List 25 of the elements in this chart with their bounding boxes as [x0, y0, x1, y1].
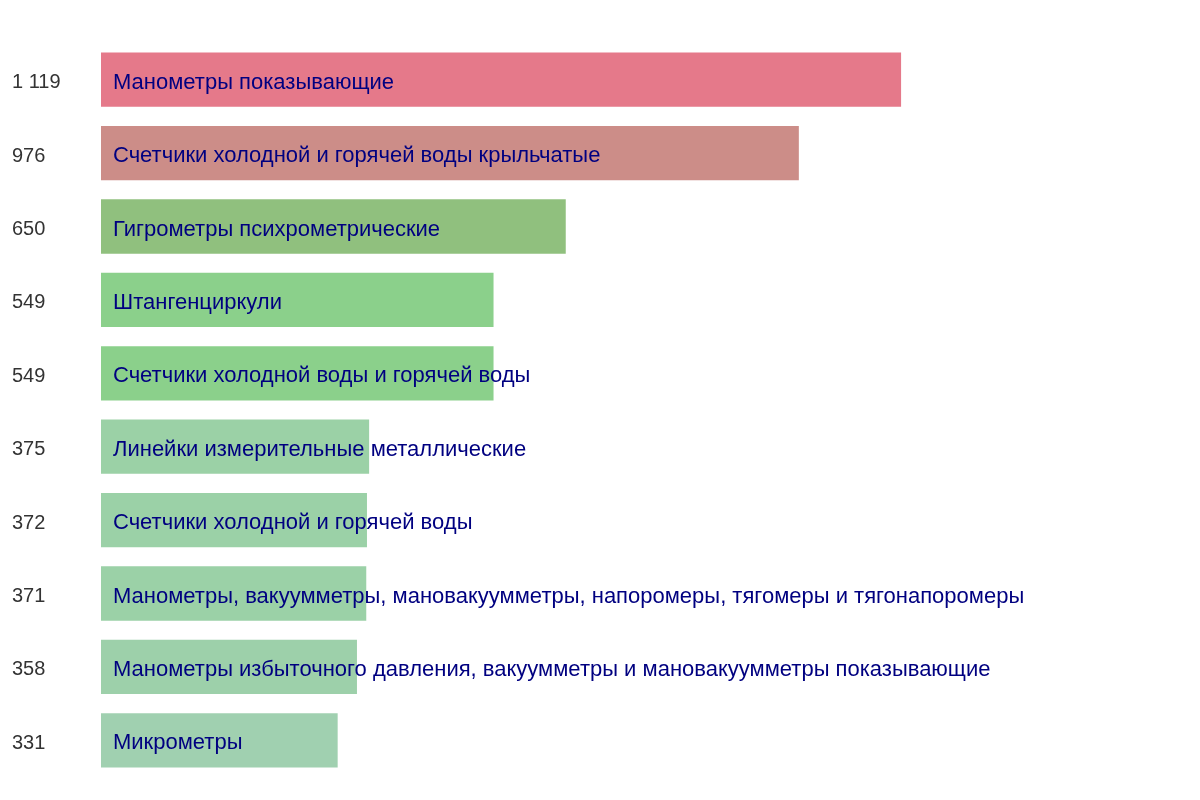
data-label: 650	[12, 217, 46, 240]
y-tick-label: Счетчики холодной и горячей воды	[113, 509, 473, 535]
bar	[101, 272, 494, 328]
data-label: 549	[12, 290, 46, 313]
data-label: 371	[12, 584, 46, 607]
y-tick-label: Счетчики холодной и горячей воды крыльчатые	[113, 142, 601, 168]
data-label: 1 119	[12, 70, 61, 93]
bar	[101, 125, 799, 181]
data-label: 331	[12, 730, 46, 753]
y-tick-label: Счетчики холодной воды и горячей воды	[113, 362, 531, 388]
data-label: 976	[12, 143, 46, 166]
data-label: 358	[12, 657, 46, 680]
y-tick-label: Манометры избыточного давления, вакуумметры и мановакуумметры показывающие	[113, 655, 991, 681]
y-tick-label: Штангенциркули	[113, 288, 282, 314]
y-tick-label: Гигрометры психрометрические	[113, 215, 441, 241]
bar	[101, 52, 902, 107]
data-label: 549	[12, 363, 46, 386]
bar	[101, 713, 338, 768]
y-tick-label: Манометры показывающие	[113, 68, 395, 94]
y-tick-label: Микрометры	[113, 729, 243, 755]
data-label: 372	[12, 510, 46, 533]
data-label: 375	[12, 437, 46, 460]
y-tick-label: Линейки измерительные металлические	[113, 435, 527, 461]
bar	[101, 199, 566, 254]
y-tick-label: Манометры, вакуумметры, мановакуумметры, напоромеры, тягомеры и тягонапоромеры	[113, 582, 1025, 608]
